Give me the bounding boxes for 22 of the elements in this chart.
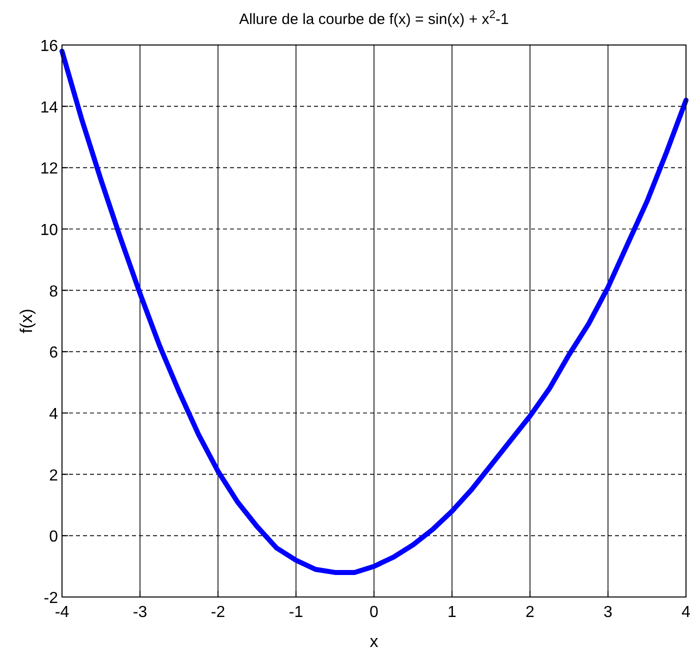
y-tick-label: 16 — [40, 38, 58, 55]
x-tick-label: 2 — [526, 604, 535, 621]
y-tick-label: 6 — [49, 344, 58, 362]
x-tick-label: -4 — [54, 604, 70, 621]
y-tick-label: -2 — [44, 590, 58, 607]
y-axis-title: f(x) — [17, 308, 36, 334]
x-tick-label: -2 — [210, 604, 226, 621]
y-tick-label: 10 — [40, 222, 58, 239]
y-tick-label: 4 — [49, 406, 58, 423]
y-tick-label: 2 — [49, 467, 58, 484]
y-tick-label: 8 — [49, 283, 58, 300]
y-tick-label: 12 — [40, 160, 58, 178]
x-tick-label: -3 — [132, 604, 148, 621]
x-axis-title: x — [370, 632, 379, 651]
x-tick-label: 1 — [448, 604, 457, 621]
x-tick-label: 4 — [682, 604, 691, 621]
y-tick-label: 0 — [49, 528, 58, 546]
x-tick-label: -1 — [288, 604, 304, 621]
chart-title: Allure de la courbe de f(x) = sin(x) + x$^{2}$-1 — [239, 9, 509, 28]
y-tick-label: 14 — [40, 99, 58, 116]
x-tick-label: 0 — [370, 604, 379, 621]
x-tick-label: 3 — [604, 604, 613, 621]
